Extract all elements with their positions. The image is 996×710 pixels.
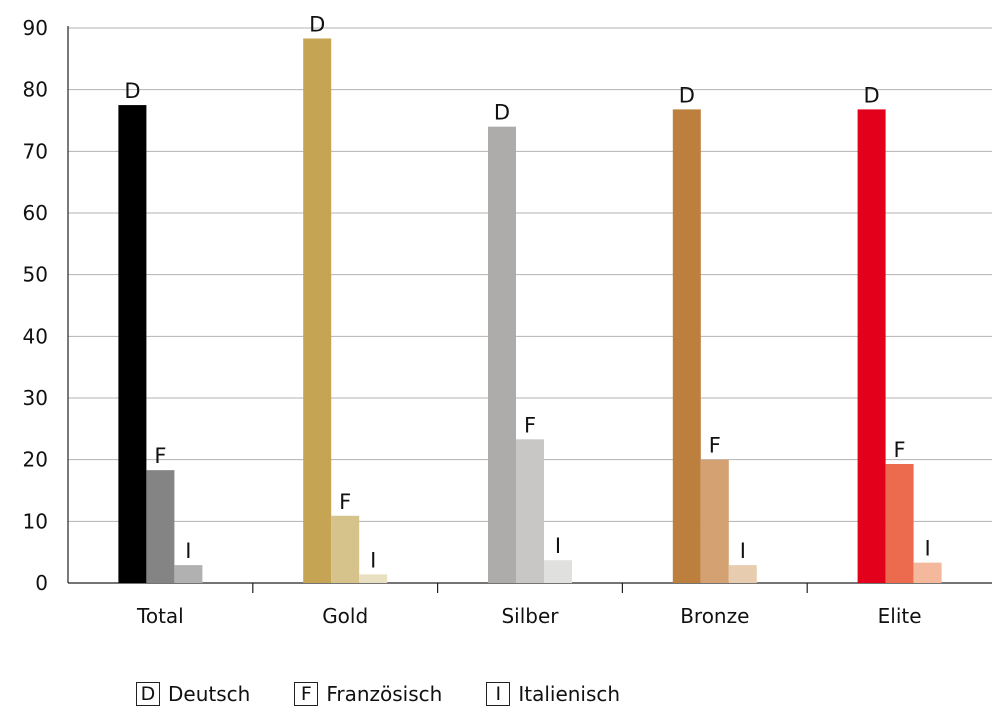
bar-total-i bbox=[174, 565, 203, 583]
bar-label-total-i: I bbox=[185, 539, 191, 563]
bar-total-d bbox=[118, 105, 147, 583]
bar-bronze-i bbox=[728, 565, 757, 583]
bar-bronze-f bbox=[700, 459, 729, 583]
y-tick-label-0: 0 bbox=[35, 571, 48, 595]
bar-label-silber-f: F bbox=[524, 413, 536, 437]
legend-item-italienisch: I Italienisch bbox=[486, 682, 620, 706]
bar-label-bronze-f: F bbox=[709, 434, 721, 458]
bar-label-silber-i: I bbox=[555, 534, 561, 558]
bar-gold-d bbox=[303, 38, 332, 583]
bar-total-f bbox=[146, 470, 175, 583]
y-tick-label-40: 40 bbox=[23, 324, 48, 348]
legend-item-deutsch: D Deutsch bbox=[136, 682, 250, 706]
y-tick-label-50: 50 bbox=[23, 263, 48, 287]
y-tick-label-30: 30 bbox=[23, 386, 48, 410]
legend-key-i: I bbox=[486, 682, 511, 706]
x-tick-label-silber: Silber bbox=[501, 604, 559, 628]
bar-silber-f bbox=[516, 439, 544, 583]
y-tick-label-10: 10 bbox=[23, 509, 48, 533]
legend-key-d: D bbox=[136, 682, 160, 706]
bar-label-bronze-d: D bbox=[679, 83, 695, 107]
legend-label-italienisch: Italienisch bbox=[518, 682, 621, 706]
legend-key-f: F bbox=[294, 682, 319, 706]
bar-label-total-d: D bbox=[124, 79, 140, 103]
bar-label-total-f: F bbox=[154, 444, 166, 468]
bar-elite-f bbox=[885, 463, 914, 583]
bar-label-silber-d: D bbox=[494, 101, 510, 125]
bar-label-gold-i: I bbox=[370, 548, 376, 572]
x-tick-label-gold: Gold bbox=[322, 604, 368, 628]
bar-gold-i bbox=[359, 574, 388, 583]
legend-label-franzoesisch: Französisch bbox=[326, 682, 443, 706]
bar-label-gold-d: D bbox=[309, 12, 325, 36]
y-tick-label-20: 20 bbox=[23, 448, 48, 472]
y-tick-label-70: 70 bbox=[23, 139, 48, 163]
legend: D Deutsch F Französisch I Italienisch bbox=[136, 682, 664, 706]
bar-silber-i bbox=[544, 560, 572, 583]
bar-elite-d bbox=[857, 109, 886, 584]
legend-item-franzoesisch: F Französisch bbox=[294, 682, 442, 706]
x-tick-label-bronze: Bronze bbox=[680, 604, 749, 628]
bar-silber-d bbox=[488, 126, 516, 584]
bar-label-bronze-i: I bbox=[740, 539, 746, 563]
legend-label-deutsch: Deutsch bbox=[168, 682, 251, 706]
y-tick-label-80: 80 bbox=[23, 78, 48, 102]
bar-gold-f bbox=[331, 515, 360, 583]
y-tick-label-60: 60 bbox=[23, 201, 48, 225]
bar-bronze-d bbox=[672, 109, 701, 584]
x-tick-label-total: Total bbox=[136, 604, 184, 628]
bar-label-elite-i: I bbox=[924, 537, 930, 561]
bar-label-elite-f: F bbox=[894, 438, 906, 462]
bar-label-gold-f: F bbox=[339, 490, 351, 514]
bar-label-elite-d: D bbox=[864, 83, 880, 107]
x-tick-label-elite: Elite bbox=[878, 604, 922, 628]
bar-elite-i bbox=[913, 562, 942, 583]
y-tick-label-90: 90 bbox=[23, 16, 48, 40]
